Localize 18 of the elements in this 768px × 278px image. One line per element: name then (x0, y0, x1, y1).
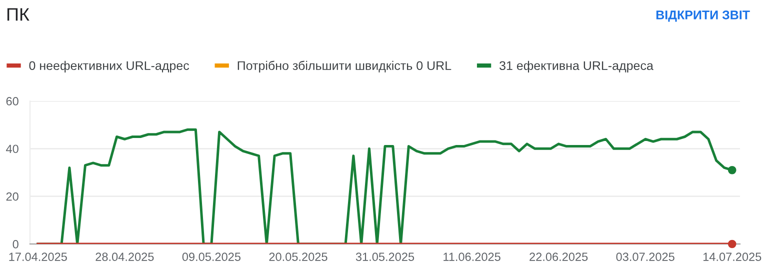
x-tick-label: 17.04.2025 (9, 252, 67, 262)
x-tick-label: 28.04.2025 (96, 252, 154, 262)
x-tick-label: 22.06.2025 (530, 252, 588, 262)
x-tick-label: 20.05.2025 (269, 252, 328, 262)
x-tick-label: 14.07.2025 (703, 252, 762, 262)
y-tick-label: 40 (6, 144, 18, 154)
y-tick-label: 60 (6, 97, 18, 106)
x-tick-label: 31.05.2025 (356, 252, 414, 262)
text: ВІДКРИТИ ЗВІТ (656, 10, 750, 22)
legend-label: 0 неефективних URL-адрес (29, 60, 190, 73)
legend-label: Потрібно збільшити швидкість 0 URL (238, 60, 452, 73)
x-tick-label: 03.07.2025 (616, 252, 674, 262)
legend-label: 31 ефективна URL-адреса (500, 60, 654, 73)
y-tick-label: 20 (6, 192, 18, 201)
chart-title: ПК (7, 8, 30, 21)
x-tick-label: 11.06.2025 (444, 252, 500, 262)
y-tick-label: 0 (12, 240, 18, 248)
x-tick-label: 09.05.2025 (182, 252, 240, 262)
